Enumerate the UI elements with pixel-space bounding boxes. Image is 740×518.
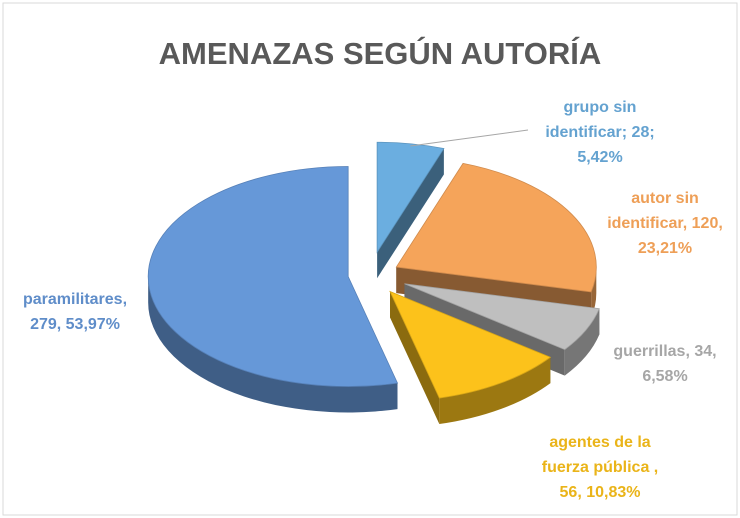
- data-label: 23,21%: [638, 240, 692, 257]
- data-label: grupo sin: [564, 99, 637, 116]
- data-label: agentes de la: [549, 434, 650, 451]
- data-label: identificar; 28;: [545, 124, 654, 141]
- slice-side: [148, 276, 398, 413]
- data-label: paramilitares,: [23, 291, 127, 308]
- labels: grupo sin identificar; 28; 5,42% autor sin i…: [23, 99, 723, 501]
- slice-cut-face: [390, 291, 440, 425]
- slice: [404, 283, 600, 351]
- slice: [389, 290, 552, 399]
- slice: [376, 141, 445, 254]
- slice-side: [564, 308, 600, 376]
- data-label: autor sin: [631, 190, 699, 207]
- chart-title: AMENAZAS SEGÚN AUTORÍA: [159, 35, 602, 71]
- data-label: 6,58%: [642, 368, 687, 385]
- leader-line: [410, 129, 529, 147]
- data-label: 5,42%: [577, 149, 622, 166]
- slice: [147, 166, 399, 387]
- data-label: 56, 10,83%: [560, 484, 641, 501]
- pie: [147, 141, 600, 425]
- data-label: guerrillas, 34,: [613, 343, 716, 360]
- slice-cut-face: [377, 148, 444, 279]
- slice: [395, 162, 597, 293]
- data-label: identificar, 120,: [607, 215, 723, 232]
- data-label: 279, 53,97%: [30, 316, 120, 333]
- data-label: fuerza pública ,: [542, 459, 658, 476]
